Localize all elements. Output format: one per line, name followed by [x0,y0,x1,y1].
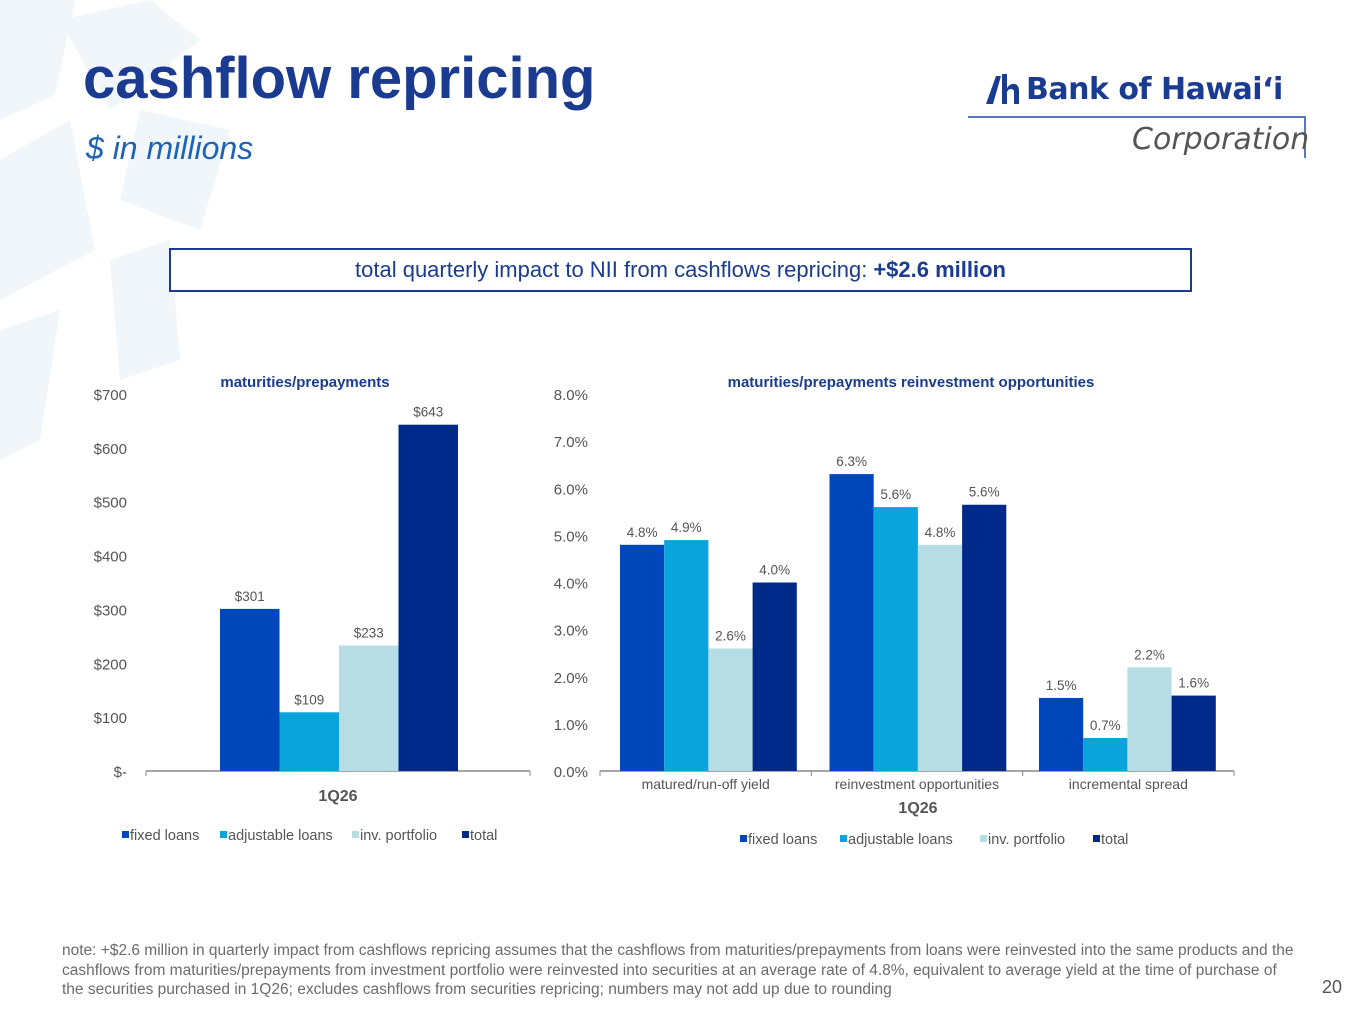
data-label: $643 [413,405,443,420]
y-tick-label: $300 [94,602,127,619]
legend-swatch [740,835,747,842]
bar-fixed-loans [620,544,665,771]
bank-logo-icon [986,74,1019,104]
impact-text: total quarterly impact to NII from cashf… [355,257,868,282]
chart-title: maturities/prepayments [220,374,389,391]
legend-swatch [122,831,129,838]
y-tick-label: $200 [94,656,127,673]
y-tick-label: 1.0% [554,717,588,734]
bar-total [1171,695,1216,771]
bar-fixed-loans [220,608,280,771]
data-label: 6.3% [836,454,867,469]
impact-value: +$2.6 million [873,257,1006,282]
page-subtitle: $ in millions [86,130,254,166]
data-label: $233 [354,626,384,641]
y-tick-label: 4.0% [554,576,588,593]
y-tick-label: 8.0% [554,387,588,404]
category-label: incremental spread [1069,776,1188,792]
impact-callout: total quarterly impact to NII from cashf… [169,248,1192,292]
footnote: note: +$2.6 million in quarterly impact … [62,942,1294,998]
bar-inv-portfolio [708,648,753,771]
legend-swatch [220,831,227,838]
data-label: 4.8% [925,525,956,540]
category-label: matured/run-off yield [642,776,770,792]
legend-label: inv. portfolio [988,832,1065,848]
bar-total [752,582,797,771]
y-tick-label: $400 [94,549,127,566]
legend-swatch [980,835,987,842]
bar-inv-portfolio [1127,667,1172,771]
x-axis-label: 1Q26 [898,800,937,817]
y-tick-label: 5.0% [554,528,588,545]
logo-divider [968,116,1306,118]
data-label: 4.8% [627,525,658,540]
bank-logo-subtitle: Corporation [1132,122,1310,157]
data-label: 5.6% [969,485,1000,500]
y-tick-label: 0.0% [554,764,588,781]
y-tick-label: 6.0% [554,481,588,498]
category-label: reinvestment opportunities [835,776,999,792]
y-tick-label: $100 [94,710,127,727]
logo-divider-vertical [1304,116,1306,158]
y-tick-label: $- [114,764,127,781]
bar-inv-portfolio [917,544,963,771]
legend-swatch [462,831,469,838]
legend-label: inv. portfolio [360,828,437,844]
y-tick-label: $500 [94,495,127,512]
data-label: $109 [294,692,324,707]
legend-label: total [1101,832,1128,848]
y-tick-label: 3.0% [554,623,588,640]
bar-total [962,504,1007,771]
data-label: 5.6% [880,487,911,502]
chart-title: maturities/prepayments reinvestment oppo… [728,374,1095,391]
page-title: cashflow repricing [83,46,596,111]
bar-adjustable-loans [279,712,339,771]
x-axis-label: 1Q26 [318,788,357,805]
y-tick-label: 2.0% [554,670,588,687]
legend-label: total [470,828,497,844]
bar-inv-portfolio [339,645,399,771]
legend-swatch [1093,835,1100,842]
data-label: 4.0% [759,563,790,578]
bar-fixed-loans [829,474,874,771]
data-label: 4.9% [671,520,702,535]
y-tick-label: $600 [94,441,127,458]
data-label: 1.6% [1178,676,1209,691]
y-tick-label: $700 [94,387,127,404]
page-number: 20 [1322,977,1343,997]
bar-total [398,424,458,771]
legend-label: adjustable loans [228,828,333,844]
bank-logo-name: Bank of Hawaiʻi [1026,72,1283,107]
data-label: 1.5% [1046,678,1077,693]
legend-label: adjustable loans [848,832,953,848]
data-label: 0.7% [1090,718,1121,733]
bar-fixed-loans [1039,697,1084,771]
bar-adjustable-loans [1083,738,1128,771]
data-label: 2.2% [1134,647,1165,662]
legend-label: fixed loans [130,828,199,844]
y-tick-label: 7.0% [554,434,588,451]
data-label: 2.6% [715,628,746,643]
legend-swatch [840,835,847,842]
bar-adjustable-loans [873,507,918,771]
bar-adjustable-loans [664,540,709,771]
bank-logo: Bank of Hawaiʻi Corporation [968,64,1313,164]
legend-swatch [352,831,359,838]
data-label: $301 [235,589,265,604]
legend-label: fixed loans [748,832,817,848]
